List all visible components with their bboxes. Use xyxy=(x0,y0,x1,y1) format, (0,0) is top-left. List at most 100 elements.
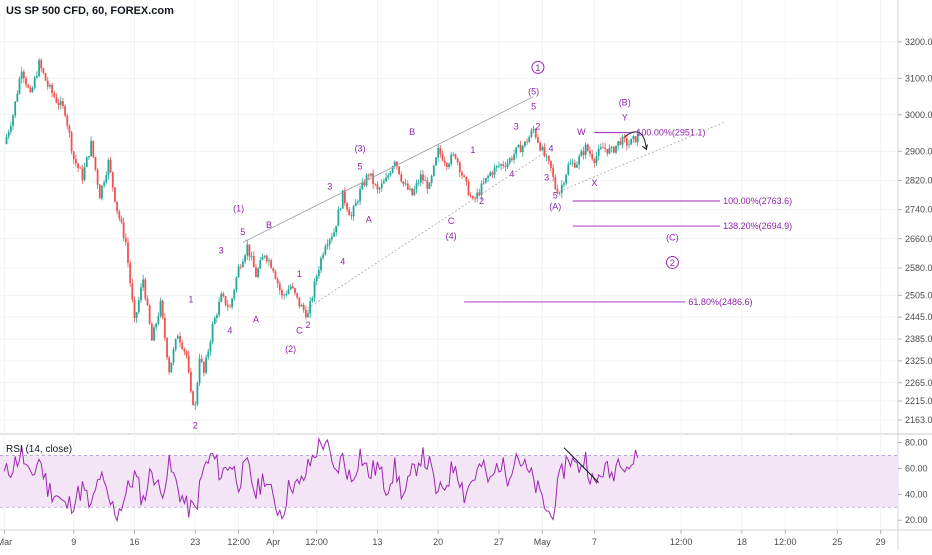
candle-body xyxy=(534,128,537,138)
wave-label: 2 xyxy=(479,196,484,206)
price-tick-label: 2445.0 xyxy=(905,312,932,322)
candle-body xyxy=(322,254,325,258)
candle-body xyxy=(185,351,188,356)
wave-label: 3 xyxy=(514,121,519,131)
candle-body xyxy=(584,144,587,156)
wave-label: 3 xyxy=(219,245,224,255)
candle-body xyxy=(385,177,387,182)
candle-body xyxy=(48,84,51,87)
candle-body xyxy=(417,182,420,184)
price-tick-label: 3000.0 xyxy=(905,110,932,120)
candle-body xyxy=(235,277,238,290)
candle-body xyxy=(524,141,526,147)
candle-body xyxy=(133,299,136,318)
candle-body xyxy=(27,84,30,88)
candle-body xyxy=(558,192,561,194)
candle-body xyxy=(272,268,275,272)
candle-body xyxy=(543,146,546,157)
candle-body xyxy=(571,162,574,164)
time-tick-label: 12:00 xyxy=(670,537,693,547)
candle-body xyxy=(276,278,279,284)
candle-body xyxy=(615,145,617,153)
candle-body xyxy=(567,164,570,175)
rsi-tick-label: 60.00 xyxy=(905,463,928,473)
candle-body xyxy=(166,337,168,358)
candle-body xyxy=(200,358,203,362)
candle-body xyxy=(79,167,82,169)
candle-body xyxy=(161,300,164,318)
candle-body xyxy=(628,144,630,146)
circled-wave-marker xyxy=(531,60,545,74)
time-tick-label: 7 xyxy=(592,537,597,547)
candle-body xyxy=(252,255,255,268)
projection-arrow-head xyxy=(642,144,648,151)
candle-body xyxy=(346,203,348,210)
candle-body xyxy=(268,260,270,262)
candle-body xyxy=(70,132,73,152)
candle-body xyxy=(94,156,97,170)
candle-body xyxy=(229,306,231,308)
candle-body xyxy=(586,144,589,151)
candle-body xyxy=(396,161,398,167)
candle-body xyxy=(116,201,119,212)
candle-body xyxy=(352,206,355,217)
candle-body xyxy=(213,317,216,324)
candle-body xyxy=(554,176,557,190)
time-tick-label: 27 xyxy=(494,537,504,547)
candle-body xyxy=(248,244,251,257)
candle-body xyxy=(437,147,440,158)
candle-body xyxy=(550,160,552,168)
wave-label: Y xyxy=(622,112,628,122)
candle-body xyxy=(224,296,227,305)
candle-body xyxy=(526,141,528,143)
candle-body xyxy=(274,271,277,279)
candle-body xyxy=(569,163,572,165)
candle-body xyxy=(146,298,149,306)
candle-body xyxy=(281,290,283,296)
candle-body xyxy=(304,309,307,318)
candle-body xyxy=(291,286,294,289)
candle-body xyxy=(504,165,507,167)
price-tick-label: 2580.0 xyxy=(905,263,932,273)
fib-level-label: 138.20%(2694.9) xyxy=(723,221,792,231)
candle-body xyxy=(636,134,639,143)
candle-body xyxy=(389,172,392,176)
candle-body xyxy=(205,357,207,373)
wave-label: 2 xyxy=(535,121,540,131)
candle-body xyxy=(311,297,314,301)
candle-body xyxy=(578,156,581,165)
price-tick-label: 2325.0 xyxy=(905,356,932,366)
candle-body xyxy=(619,141,622,145)
candle-body xyxy=(419,174,422,183)
candle-body xyxy=(424,180,427,182)
candle-body xyxy=(573,162,576,168)
candle-body xyxy=(491,172,494,175)
candle-body xyxy=(441,154,444,161)
candle-body xyxy=(599,147,602,149)
candle-body xyxy=(383,181,385,184)
wave-label: (1) xyxy=(233,203,244,213)
candle-body xyxy=(261,257,264,261)
candle-body xyxy=(255,267,257,278)
candle-body xyxy=(476,192,479,199)
candle-body xyxy=(66,115,69,126)
candle-body xyxy=(560,184,563,193)
candle-body xyxy=(482,182,485,184)
candle-body xyxy=(263,255,266,258)
candle-body xyxy=(432,165,435,176)
candle-body xyxy=(135,312,138,318)
wave-label: (C) xyxy=(666,233,679,243)
candle-body xyxy=(530,130,533,137)
price-tick-label: 2900.0 xyxy=(905,146,932,156)
candle-body xyxy=(556,189,559,194)
trendline xyxy=(242,96,534,243)
candle-body xyxy=(370,173,372,176)
candle-body xyxy=(330,236,333,240)
candle-body xyxy=(183,348,186,352)
candle-body xyxy=(428,183,431,189)
candle-body xyxy=(157,316,160,324)
wave-label: (5) xyxy=(528,87,539,97)
candle-body xyxy=(88,156,90,158)
candle-body xyxy=(372,173,374,185)
